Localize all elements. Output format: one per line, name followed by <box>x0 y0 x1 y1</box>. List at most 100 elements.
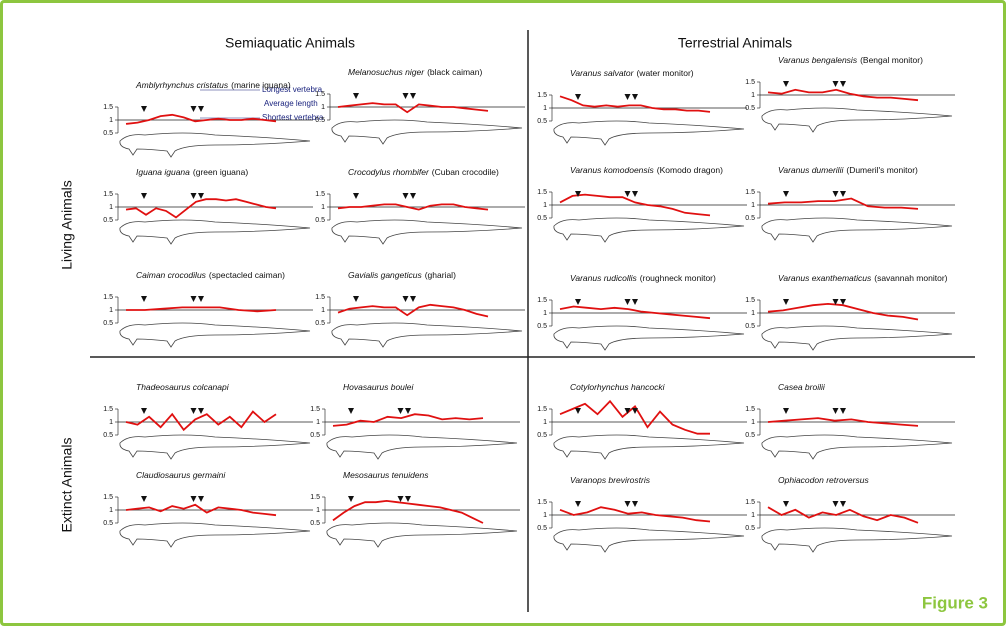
y-tick-label: 0.5 <box>745 525 755 532</box>
animal-silhouette <box>762 528 952 552</box>
vertebra-marker <box>141 193 147 199</box>
common-name: (water monitor) <box>636 68 693 78</box>
panel-title: Iguana iguana(green iguana) <box>136 167 248 177</box>
vertebra-length-curve <box>560 307 710 319</box>
y-tick-label: 1.5 <box>315 191 325 198</box>
y-tick-label: 1.5 <box>310 494 320 501</box>
vertebra-marker <box>191 296 197 302</box>
animal-silhouette <box>762 326 952 350</box>
panel-title: Varanus dumerilii(Dumeril's monitor) <box>778 165 918 175</box>
y-tick-label: 1.5 <box>537 189 547 196</box>
panel-title: Melanosuchus niger(black caiman) <box>348 67 483 77</box>
y-tick-label: 1 <box>109 117 113 124</box>
y-tick-label: 1.5 <box>103 191 113 198</box>
y-tick-label: 0.5 <box>745 215 755 222</box>
species-name: Varanus rudicollis <box>570 273 638 283</box>
vertebra-marker <box>783 81 789 87</box>
panel-title: Thadeosaurus colcanapi <box>136 382 230 392</box>
y-tick-label: 1 <box>321 204 325 211</box>
y-tick-label: 0.5 <box>537 215 547 222</box>
y-tick-label: 0.5 <box>537 118 547 125</box>
panel-title: Varanus exanthematicus(savannah monitor) <box>778 273 948 283</box>
y-tick-label: 0.5 <box>315 320 325 327</box>
vertebra-marker <box>141 296 147 302</box>
vertebra-marker <box>348 408 354 414</box>
y-tick-label: 1 <box>321 307 325 314</box>
animal-silhouette <box>332 323 522 347</box>
panel-title: Mesosaurus tenuidens <box>343 470 429 480</box>
species-name: Varanus salvator <box>570 68 635 78</box>
vertebra-marker <box>575 408 581 414</box>
vertebra-marker <box>625 501 631 507</box>
panel-title: Claudiosaurus germaini <box>136 470 226 480</box>
vertebra-length-curve <box>338 305 488 317</box>
y-tick-label: 1.5 <box>103 294 113 301</box>
species-name: Caiman crocodilus <box>136 270 207 280</box>
animal-silhouette <box>327 435 517 459</box>
species-name: Hovasaurus boulei <box>343 382 415 392</box>
figure: Semiaquatic Animals Terrestrial Animals … <box>0 0 1006 626</box>
vertebra-marker <box>625 299 631 305</box>
species-name: Cotylorhynchus hancocki <box>570 382 666 392</box>
y-tick-label: 1 <box>543 419 547 426</box>
common-name: (Bengal monitor) <box>860 55 923 65</box>
y-tick-label: 1.5 <box>745 499 755 506</box>
vertebra-marker <box>840 408 846 414</box>
y-tick-label: 1.5 <box>745 297 755 304</box>
vertebra-marker <box>840 299 846 305</box>
y-tick-label: 1 <box>316 419 320 426</box>
panel-title: Hovasaurus boulei <box>343 382 415 392</box>
y-tick-label: 1.5 <box>537 499 547 506</box>
y-tick-label: 0.5 <box>103 217 113 224</box>
vertebra-marker <box>198 296 204 302</box>
y-tick-label: 1 <box>543 310 547 317</box>
y-tick-label: 1 <box>751 92 755 99</box>
vertebra-length-curve <box>768 304 918 320</box>
vertebra-marker <box>575 94 581 100</box>
vertebra-marker <box>198 106 204 112</box>
vertebra-marker <box>348 496 354 502</box>
species-name: Amblyrhynchus cristatus <box>135 80 229 90</box>
y-tick-label: 0.5 <box>310 520 320 527</box>
vertebra-marker <box>833 408 839 414</box>
species-name: Thadeosaurus colcanapi <box>136 382 230 392</box>
vertebra-marker <box>405 496 411 502</box>
y-tick-label: 1 <box>109 419 113 426</box>
vertebra-length-curve <box>126 412 276 430</box>
vertebra-marker <box>398 408 404 414</box>
species-name: Varanus exanthematicus <box>778 273 872 283</box>
vertebra-length-curve <box>126 307 276 311</box>
y-tick-label: 0.5 <box>103 520 113 527</box>
panel-title: Varanus komodoensis(Komodo dragon) <box>570 165 723 175</box>
panel-title: Varanus rudicollis(roughneck monitor) <box>570 273 716 283</box>
common-name: (Cuban crocodile) <box>432 167 499 177</box>
vertebra-marker <box>783 408 789 414</box>
animal-silhouette <box>554 218 744 242</box>
vertebra-marker <box>410 193 416 199</box>
panel-title: Varanus salvator(water monitor) <box>570 68 694 78</box>
vertebra-marker <box>353 93 359 99</box>
y-tick-label: 1 <box>543 105 547 112</box>
y-tick-label: 1 <box>751 512 755 519</box>
y-tick-label: 1 <box>751 310 755 317</box>
vertebra-marker <box>353 296 359 302</box>
y-tick-label: 0.5 <box>537 323 547 330</box>
vertebra-marker <box>141 408 147 414</box>
vertebra-marker <box>625 94 631 100</box>
panel-title: Cotylorhynchus hancocki <box>570 382 666 392</box>
panel-title: Crocodylus rhombifer(Cuban crocodile) <box>348 167 499 177</box>
panel-title: Casea broilii <box>778 382 826 392</box>
vertebra-marker <box>783 299 789 305</box>
vertebra-marker <box>840 81 846 87</box>
y-tick-label: 1.5 <box>745 189 755 196</box>
vertebra-length-curve <box>560 401 710 434</box>
vertebra-marker <box>632 501 638 507</box>
common-name: (roughneck monitor) <box>640 273 716 283</box>
y-tick-label: 1.5 <box>103 494 113 501</box>
panel-title: Caiman crocodilus(spectacled caiman) <box>136 270 285 280</box>
species-name: Claudiosaurus germaini <box>136 470 226 480</box>
panel-title: Gavialis gangeticus(gharial) <box>348 270 456 280</box>
y-tick-label: 0.5 <box>315 217 325 224</box>
y-tick-label: 1 <box>321 104 325 111</box>
animal-silhouette <box>762 108 952 132</box>
